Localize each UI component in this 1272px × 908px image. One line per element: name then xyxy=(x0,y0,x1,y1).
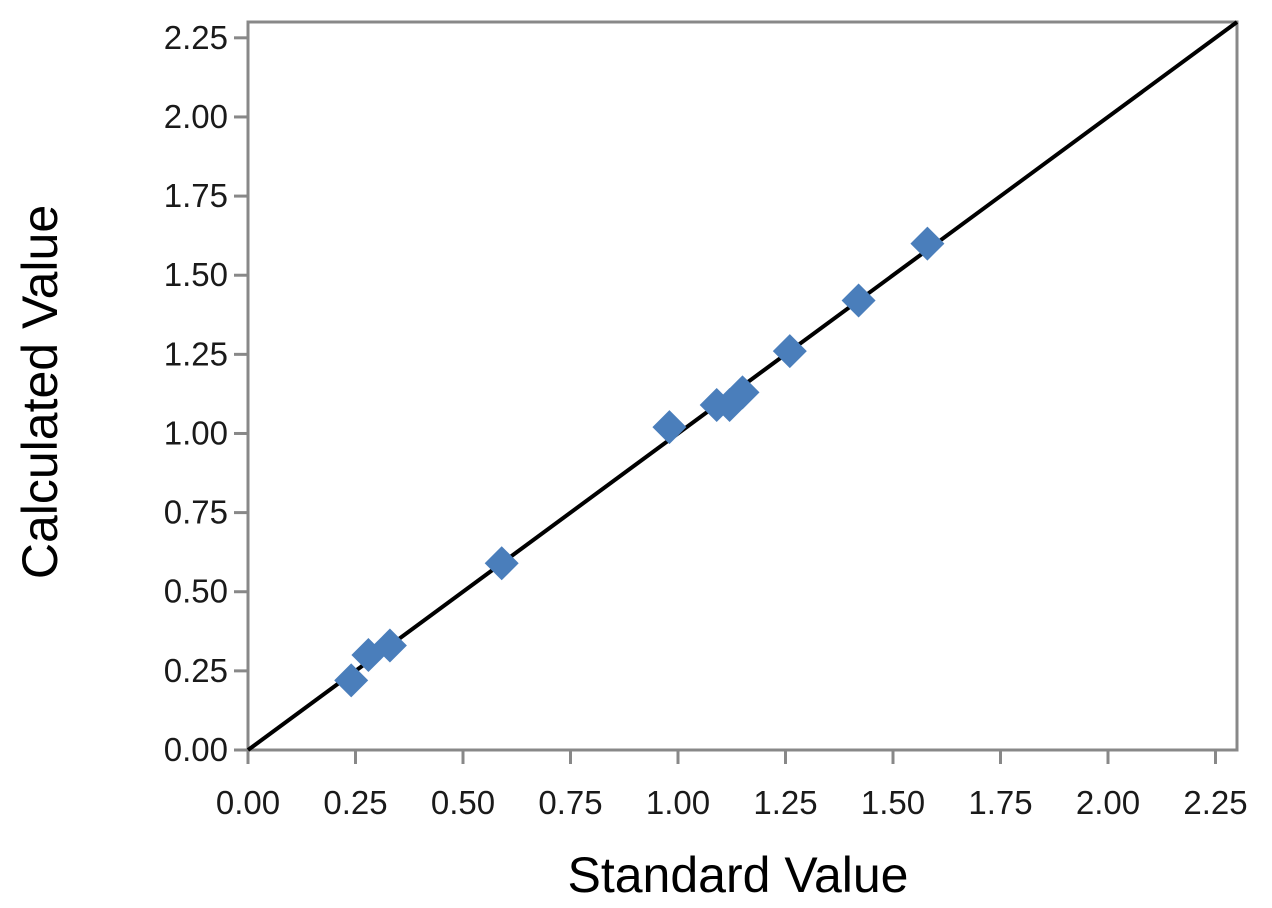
data-point xyxy=(910,226,945,261)
data-points xyxy=(334,226,945,698)
x-tick-label: 1.00 xyxy=(646,784,710,821)
data-point xyxy=(841,283,876,318)
y-tick-label: 1.50 xyxy=(164,256,228,293)
y-tick-label: 0.75 xyxy=(164,494,228,531)
x-tick-label: 0.25 xyxy=(323,784,387,821)
data-point xyxy=(725,375,760,410)
x-tick-label: 1.75 xyxy=(968,784,1032,821)
x-tick-label: 0.75 xyxy=(538,784,602,821)
x-tick-label: 1.50 xyxy=(861,784,925,821)
data-point xyxy=(652,410,687,445)
plot-frame xyxy=(246,20,1239,752)
x-tick-label: 1.25 xyxy=(753,784,817,821)
x-tick-label: 0.00 xyxy=(216,784,280,821)
x-axis-ticks: 0.00 0.25 0.50 0.75 1.00 1.25 1.50 1.75 2.00 2.25 xyxy=(216,750,1248,821)
y-axis-ticks: 0.00 0.25 0.50 0.75 1.00 1.25 1.50 1.75 2.00 2.25 xyxy=(164,19,248,768)
y-tick-label: 2.00 xyxy=(164,98,228,135)
y-tick-label: 0.25 xyxy=(164,652,228,689)
y-tick-label: 1.75 xyxy=(164,177,228,214)
x-tick-label: 2.00 xyxy=(1076,784,1140,821)
data-point xyxy=(372,628,407,663)
y-tick-label: 0.50 xyxy=(164,573,228,610)
data-point xyxy=(484,546,519,581)
data-point xyxy=(772,334,807,369)
x-tick-label: 2.25 xyxy=(1183,784,1247,821)
plot-frame-layer xyxy=(246,20,1239,752)
data-point xyxy=(334,663,369,698)
x-tick-label: 0.50 xyxy=(431,784,495,821)
y-tick-label: 0.00 xyxy=(164,731,228,768)
y-tick-label: 1.25 xyxy=(164,335,228,372)
x-axis-title: Standard Value xyxy=(568,847,909,903)
y-tick-label: 2.25 xyxy=(164,19,228,56)
y-tick-label: 1.00 xyxy=(164,414,228,451)
y-axis-title: Calculated Value xyxy=(12,205,68,579)
